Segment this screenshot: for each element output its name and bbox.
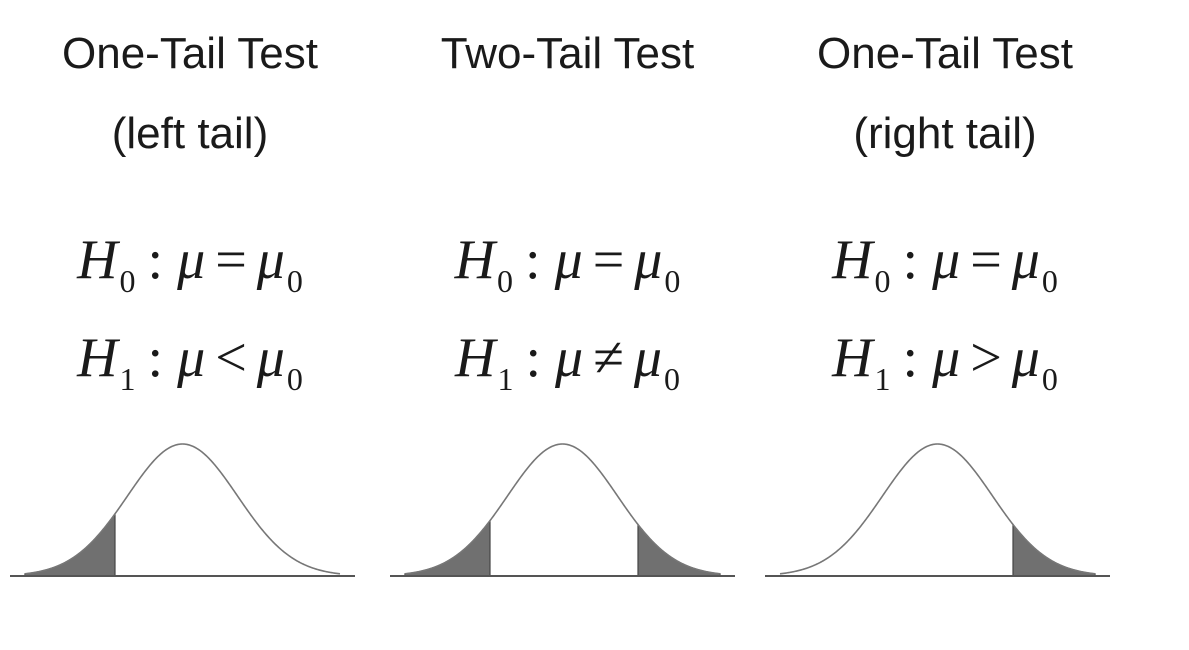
hypothesis-subscript: 0 [497, 263, 514, 299]
left-tail-region [24, 511, 116, 577]
panel-left-tail: One-Tail Test (left tail) H0: μ = μ0 H1: μ < μ… [10, 0, 370, 650]
normal-curve-left-tail [10, 443, 355, 577]
value: μ [634, 229, 663, 291]
alternative-hypothesis: H1: μ ≠ μ0 [390, 327, 745, 395]
panel-subtitle: (left tail) [111, 109, 269, 158]
value-subscript: 0 [664, 263, 681, 299]
panel-subtitle: (right tail) [853, 109, 1037, 158]
alternative-hypothesis: H1: μ > μ0 [765, 327, 1125, 395]
operator: = [970, 229, 1002, 291]
alternative-hypothesis: H1: μ < μ0 [10, 327, 370, 395]
hypothesis-symbol: H [832, 327, 873, 389]
right-tail-region [637, 522, 721, 577]
panel-title: One-Tail Test [62, 29, 318, 78]
hypothesis-subscript: 0 [874, 263, 891, 299]
operator: = [215, 229, 247, 291]
colon: : [902, 229, 919, 291]
operator: > [970, 327, 1002, 389]
parameter: μ [932, 229, 961, 291]
value-subscript: 0 [286, 361, 303, 397]
value-subscript: 0 [286, 263, 303, 299]
parameter: μ [554, 229, 583, 291]
hypothesis-symbol: H [77, 327, 118, 389]
null-hypothesis: H0: μ = μ0 [10, 229, 370, 297]
value: μ [1011, 229, 1040, 291]
colon: : [525, 229, 541, 291]
hypothesis-symbol: H [455, 327, 496, 389]
value-subscript: 0 [663, 361, 680, 397]
colon: : [147, 229, 164, 291]
null-hypothesis: H0: μ = μ0 [390, 229, 745, 297]
parameter: μ [177, 229, 206, 291]
panel-two-tail: Two-Tail Test H0: μ = μ0 H1: μ ≠ μ0 [390, 0, 745, 650]
panel-title: Two-Tail Test [440, 29, 695, 78]
bell-curve [404, 443, 721, 575]
null-hypothesis: H0: μ = μ0 [765, 229, 1125, 297]
value: μ [1011, 327, 1040, 389]
hypothesis-symbol: H [832, 229, 873, 291]
value-subscript: 0 [1041, 263, 1058, 299]
hypothesis-symbol: H [77, 229, 118, 291]
parameter: μ [932, 327, 961, 389]
hypothesis-subscript: 0 [119, 263, 136, 299]
panel-right-tail: One-Tail Test (right tail) H0: μ = μ0 H1: μ >… [765, 0, 1125, 650]
operator: = [592, 229, 625, 291]
operator: ≠ [593, 327, 624, 389]
normal-curve-two-tail [390, 443, 735, 577]
hypothesis-subscript: 1 [497, 361, 514, 397]
colon: : [147, 327, 164, 389]
value: μ [256, 229, 285, 291]
hypothesis-subscript: 1 [874, 361, 891, 397]
right-tail-region [1012, 522, 1096, 577]
colon: : [902, 327, 919, 389]
value: μ [633, 327, 662, 389]
parameter: μ [555, 327, 584, 389]
operator: < [215, 327, 247, 389]
panel-title: One-Tail Test [817, 29, 1073, 78]
value-subscript: 0 [1041, 361, 1058, 397]
hypothesis-symbol: H [454, 229, 496, 291]
value: μ [256, 327, 285, 389]
bell-curve [24, 443, 341, 575]
normal-curve-right-tail [765, 443, 1110, 577]
left-tail-region [404, 518, 491, 577]
parameter: μ [177, 327, 206, 389]
bell-curve [779, 443, 1096, 575]
colon: : [525, 327, 542, 389]
hypothesis-subscript: 1 [119, 361, 136, 397]
